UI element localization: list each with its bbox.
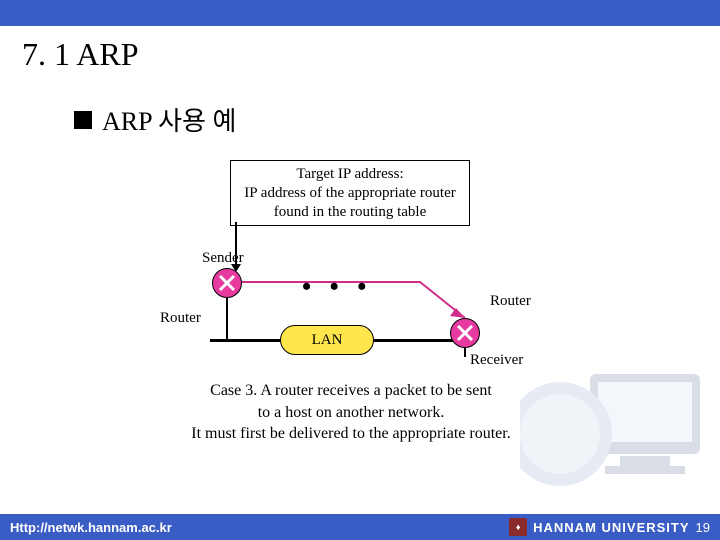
- router-label-left: Router: [160, 310, 201, 327]
- footer-university: HANNAM UNIVERSITY: [533, 520, 689, 535]
- lan-box: LAN: [280, 325, 374, 355]
- bullet-icon: [74, 111, 92, 129]
- router-label-right: Router: [490, 293, 531, 310]
- slide-title: 7. 1 ARP: [0, 26, 720, 73]
- title-bar: [0, 0, 720, 26]
- sender-stem: [226, 298, 228, 340]
- footer-url: Http://netwk.hannam.ac.kr: [10, 520, 172, 535]
- university-logo-icon: ♦: [509, 518, 527, 536]
- dots-icon: • • •: [302, 272, 372, 302]
- lan-label: LAN: [312, 332, 343, 349]
- subtitle-row: ARP 사용 예: [0, 73, 720, 138]
- footer: Http://netwk.hannam.ac.kr ♦ HANNAM UNIVE…: [0, 514, 720, 540]
- sender-node-icon: [212, 268, 242, 298]
- footer-right: ♦ HANNAM UNIVERSITY 19: [509, 518, 710, 536]
- receiver-node-icon: [450, 318, 480, 348]
- target-ip-text: Target IP address: IP address of the app…: [244, 166, 455, 220]
- subtitle-text: ARP 사용 예: [102, 101, 236, 138]
- receiver-label: Receiver: [470, 352, 523, 369]
- page-number: 19: [696, 520, 710, 535]
- diagram: Target IP address: IP address of the app…: [150, 160, 580, 470]
- caption-text: Case 3. A router receives a packet to be…: [141, 380, 561, 445]
- sender-label: Sender: [202, 250, 244, 267]
- target-ip-box: Target IP address: IP address of the app…: [230, 160, 470, 226]
